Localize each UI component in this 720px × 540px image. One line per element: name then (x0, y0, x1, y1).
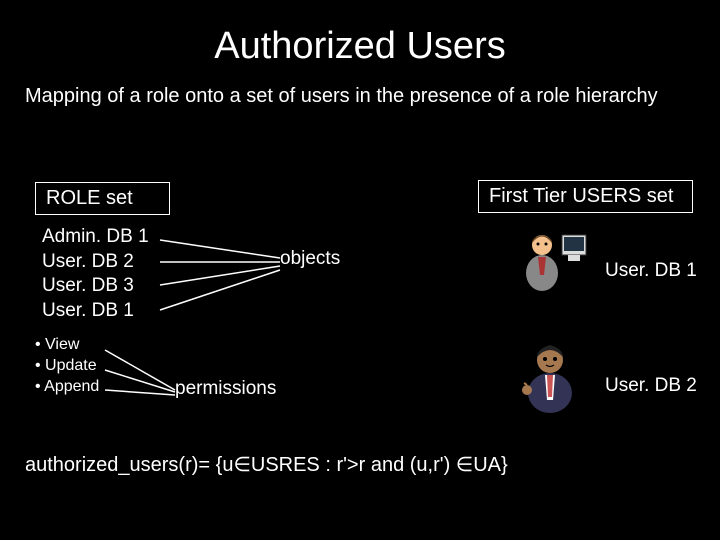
permissions-label: permissions (175, 378, 276, 400)
formula: authorized_users(r)= {u∈USRES : r'>r and… (25, 452, 508, 477)
perm-item: • Update (35, 356, 99, 377)
permissions-list: • View • Update • Append (35, 335, 99, 397)
perm-item: • Append (35, 377, 99, 398)
user-icon-2 (510, 335, 590, 415)
user1-label: User. DB 1 (605, 260, 697, 282)
user2-label: User. DB 2 (605, 375, 697, 397)
role-item: User. DB 2 (42, 250, 149, 275)
role-item: User. DB 1 (42, 299, 149, 324)
role-list: Admin. DB 1 User. DB 2 User. DB 3 User. … (42, 225, 149, 324)
perm-item: • View (35, 335, 99, 356)
subtitle: Mapping of a role onto a set of users in… (0, 83, 720, 124)
role-set-box: ROLE set (35, 182, 170, 215)
role-item: User. DB 3 (42, 274, 149, 299)
users-set-box: First Tier USERS set (478, 180, 693, 213)
objects-label: objects (280, 248, 340, 270)
user-icon-1 (520, 225, 590, 295)
page-title: Authorized Users (0, 0, 720, 83)
role-item: Admin. DB 1 (42, 225, 149, 250)
